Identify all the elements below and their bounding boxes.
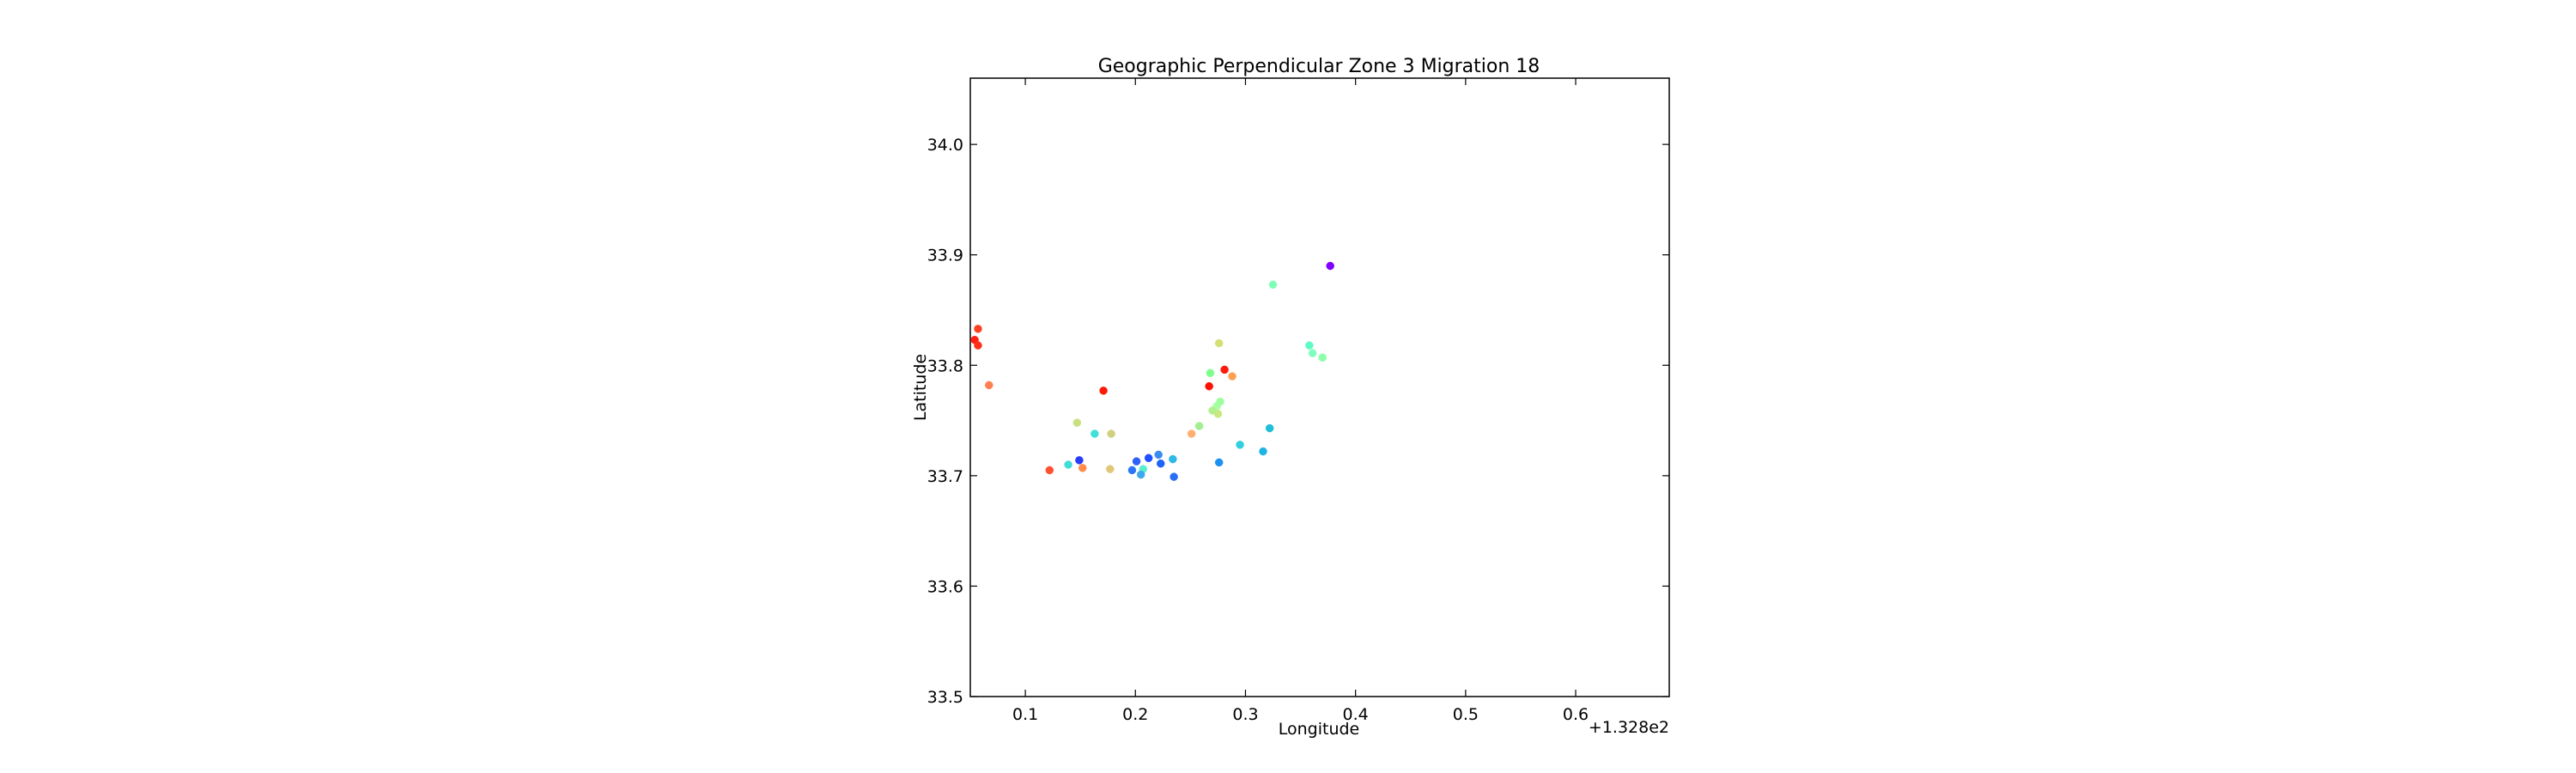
- scatter-point: [1205, 381, 1213, 391]
- x-axis-label: Longitude: [1279, 720, 1360, 739]
- x-axis-ticks: 0.1 0.2 0.3 0.4 0.5 0.6: [1012, 78, 1589, 724]
- x-tick-label: 0.1: [1012, 705, 1038, 724]
- scatter-point: [1206, 368, 1215, 378]
- scatter-point: [1268, 280, 1278, 289]
- scatter-point: [1045, 466, 1054, 475]
- plot-area: 0.1 0.2 0.3 0.4 0.5 0.6 33.533.633.733.833.93…: [927, 77, 1670, 724]
- y-tick-label: 33.8: [927, 356, 963, 375]
- y-tick-label: 33.9: [927, 247, 963, 265]
- x-tick-label: 0.3: [1232, 705, 1258, 724]
- scatter-point: [1220, 365, 1229, 374]
- scatter-point: [1075, 456, 1084, 465]
- scatter-point: [1106, 465, 1115, 473]
- x-tick-label: 0.4: [1343, 705, 1369, 724]
- scatter-point: [1078, 464, 1087, 472]
- y-axis-label: Latitude: [911, 354, 930, 421]
- scatter-point: [1136, 470, 1145, 479]
- chart-title: Geographic Perpendicular Zone 3 Migratio…: [1098, 56, 1540, 77]
- y-tick-label: 33.5: [927, 688, 963, 707]
- scatter-point: [974, 341, 982, 350]
- x-tick-label: 0.2: [1122, 705, 1148, 724]
- scatter-point: [1127, 466, 1137, 475]
- scatter-point: [1144, 453, 1153, 463]
- scatter-point: [1308, 349, 1317, 357]
- scatter-point: [1170, 472, 1178, 481]
- x-tick-label: 0.6: [1563, 705, 1589, 724]
- x-tick-label: 0.5: [1453, 705, 1479, 724]
- scatter-point: [1194, 422, 1204, 430]
- scatter-point: [1099, 386, 1108, 395]
- scatter-point: [1326, 261, 1334, 271]
- scatter-point: [1072, 418, 1082, 427]
- scatter-point: [1213, 410, 1223, 418]
- scatter-point: [1214, 458, 1224, 467]
- scatter-point: [1228, 372, 1236, 380]
- scatter-point: [1132, 457, 1141, 466]
- scatter-point: [1064, 460, 1072, 469]
- scatter-point: [1265, 423, 1274, 433]
- plot-frame: [969, 77, 1670, 697]
- scatter-points: [970, 261, 1334, 481]
- scatter-point: [1259, 447, 1267, 456]
- scatter-point: [1157, 459, 1165, 468]
- scatter-point: [974, 325, 982, 333]
- scatter-point: [1107, 429, 1115, 438]
- scatter-point: [985, 380, 993, 390]
- scatter-point: [1318, 353, 1327, 362]
- y-axis-ticks: 33.5 33.6 33.7 33.8 33.9 34.0: [927, 136, 1669, 707]
- scatter-point: [1169, 454, 1177, 464]
- y-tick-label: 34.0: [927, 136, 963, 155]
- scatter-point: [1236, 441, 1244, 449]
- scatter-point: [1214, 338, 1224, 348]
- y-tick-label: 33.7: [927, 467, 963, 486]
- y-tick-label: 33.6: [927, 577, 963, 596]
- scatter-point: [1154, 450, 1163, 460]
- x-axis-offset-label: +1.328e2: [1589, 718, 1669, 737]
- scatter-point: [1305, 341, 1314, 350]
- scatter-point: [1091, 429, 1099, 438]
- scatter-point: [1187, 429, 1196, 438]
